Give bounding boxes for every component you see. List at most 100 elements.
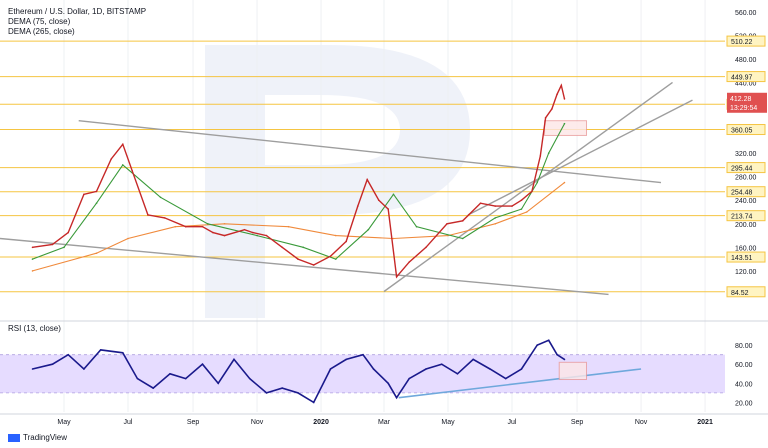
price-line-point (366, 178, 369, 181)
rsi-line (32, 339, 565, 404)
rsi-line-point (233, 358, 235, 361)
rsi-line-point (440, 363, 443, 366)
level-label-box (726, 286, 766, 298)
price-axis-tick: 160.00 (735, 245, 757, 252)
rsi-line-point (121, 351, 124, 354)
rsi-axis-tick: 60.00 (735, 362, 753, 369)
rsi-line-point (395, 396, 398, 399)
rsi-line-point (547, 339, 550, 342)
price-line-point (329, 255, 332, 257)
last-price-label-box (727, 92, 767, 113)
price-line-point (531, 190, 533, 193)
time-axis-tick: Jul (508, 419, 517, 426)
price-line-point (408, 261, 410, 263)
rsi-line-point (520, 368, 523, 370)
price-line-point (83, 193, 85, 196)
rsi-line-point (504, 377, 507, 380)
price-axis-tick: 240.00 (735, 198, 757, 205)
rsi-line-point (297, 392, 299, 394)
level-label-box (726, 210, 766, 222)
rsi-axis-tick: 80.00 (735, 343, 753, 350)
dema-75-line-point (256, 234, 258, 237)
price-line-point (479, 202, 482, 204)
price-line-point (252, 231, 254, 234)
rsi-line-point (217, 382, 220, 385)
level-label-box (726, 186, 766, 198)
indicator-dema-75-label: DEMA (75, close) (8, 17, 71, 26)
time-axis-tick: May (441, 419, 455, 426)
price-line-point (356, 205, 359, 207)
price-axis-tick: 200.00 (735, 222, 757, 229)
price-line-point (425, 246, 427, 249)
dema-265-line-point (525, 211, 528, 213)
target-zone-box (544, 120, 588, 136)
dema-75-line-point (63, 246, 65, 249)
price-line-point (31, 246, 34, 249)
time-axis-tick: Jul (124, 419, 133, 426)
dema-75-line-point (367, 228, 370, 231)
rsi-line-point (489, 368, 491, 370)
price-line-point (281, 246, 284, 249)
dema-75-line-point (121, 164, 124, 166)
dema-75-line-point (334, 258, 337, 260)
price-line-point (560, 84, 563, 87)
price-line (32, 83, 566, 279)
rsi-line-point (265, 392, 268, 394)
level-label: 84.52 (731, 290, 749, 297)
uptrend-channel-upper-line (383, 81, 673, 293)
price-line-point (297, 258, 299, 260)
tradingview-logo[interactable]: TradingView (8, 433, 67, 442)
price-line-point (243, 228, 246, 231)
rsi-band (0, 354, 725, 393)
rsi-line-point (136, 377, 139, 380)
price-line-point (563, 98, 566, 100)
dema-265-line-point (563, 181, 566, 184)
dema-75-line-point (563, 122, 566, 125)
time-axis-tick: Nov (251, 419, 264, 426)
dema-75-line (32, 123, 565, 260)
rsi-line-point (67, 353, 69, 356)
price-line-point (147, 214, 149, 216)
price-line-point (345, 240, 348, 243)
time-axis-tick: May (57, 419, 71, 426)
level-label: 510.22 (731, 39, 753, 46)
last-price-label: 412.28 (730, 96, 752, 103)
price-line-point (201, 225, 204, 228)
price-axis-background (725, 0, 768, 420)
rsi-line-point (372, 368, 375, 370)
dema-75-line-point (415, 225, 418, 228)
level-label-box (726, 124, 766, 136)
price-line-point (446, 222, 448, 225)
price-line-point (163, 217, 166, 219)
level-label: 295.44 (731, 166, 753, 173)
rsi-line-point (408, 377, 410, 380)
price-line-point (110, 158, 113, 160)
dema-265-line-point (494, 222, 497, 225)
dema-75-line-point (520, 208, 523, 210)
dema-265-line-point (392, 237, 395, 240)
uptrend-channel-lower-line (467, 99, 693, 216)
dema-265-line-point (223, 222, 226, 225)
level-label-box (726, 162, 766, 174)
price-line-point (551, 108, 553, 110)
dema-75-line-point (302, 246, 305, 249)
price-line-point (223, 234, 226, 237)
price-line-point (131, 169, 133, 172)
rsi-line-point (536, 344, 538, 346)
rsi-line-point (281, 387, 284, 389)
rsi-target-box (558, 361, 588, 381)
price-line-point (395, 275, 398, 278)
dema-75-line-point (547, 152, 550, 154)
dema-265-line-point (31, 270, 34, 272)
price-line-point (511, 205, 513, 207)
price-line-point (556, 93, 558, 96)
rsi-line-point (456, 372, 459, 375)
rsi-axis-tick: 40.00 (735, 381, 753, 388)
rsi-line-point (152, 387, 154, 389)
rsi-line-point (169, 372, 171, 375)
dema-75-line-point (536, 181, 538, 184)
rsi-line-point (312, 401, 315, 404)
symbol-title: Ethereum / U.S. Dollar, 1D, BITSTAMP (8, 7, 147, 16)
dema-75-line-point (95, 202, 98, 204)
